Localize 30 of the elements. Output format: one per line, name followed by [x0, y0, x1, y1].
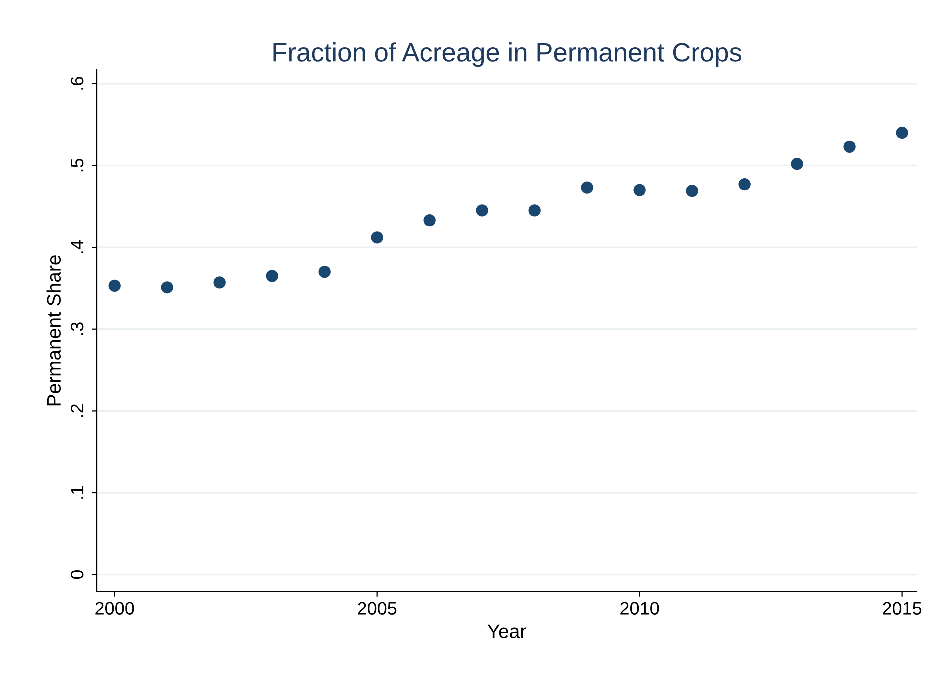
y-tick-label: .5 [71, 158, 84, 172]
x-tick-label: 2000 [96, 602, 134, 615]
point [581, 182, 594, 194]
x-axis-title: Year [488, 624, 526, 638]
y-tick-label: .6 [70, 77, 84, 90]
point [528, 204, 541, 217]
point [634, 184, 646, 196]
point [161, 282, 174, 294]
point [214, 276, 226, 289]
y-tick-label: 0 [70, 570, 84, 580]
chart-title: Fraction of Acreage in Permanent Crops [274, 42, 742, 68]
point [844, 140, 856, 153]
point [318, 266, 331, 278]
x-tick-label: 2005 [358, 602, 397, 615]
y-axis-title: Permanent Share [46, 256, 62, 406]
x-tick-label: 2010 [620, 602, 660, 615]
point [371, 232, 384, 244]
y-tick-label: .3 [70, 322, 84, 336]
y-tick-label: .1 [71, 486, 84, 499]
point [738, 178, 751, 191]
point [108, 280, 121, 292]
point [266, 270, 278, 282]
point [424, 214, 436, 227]
point [791, 158, 804, 170]
y-tick-label: .2 [70, 404, 84, 418]
point [896, 126, 908, 140]
x-tick-label: 2015 [883, 602, 922, 615]
point [476, 204, 488, 217]
point [686, 185, 698, 198]
y-tick-label: .4 [71, 240, 84, 254]
